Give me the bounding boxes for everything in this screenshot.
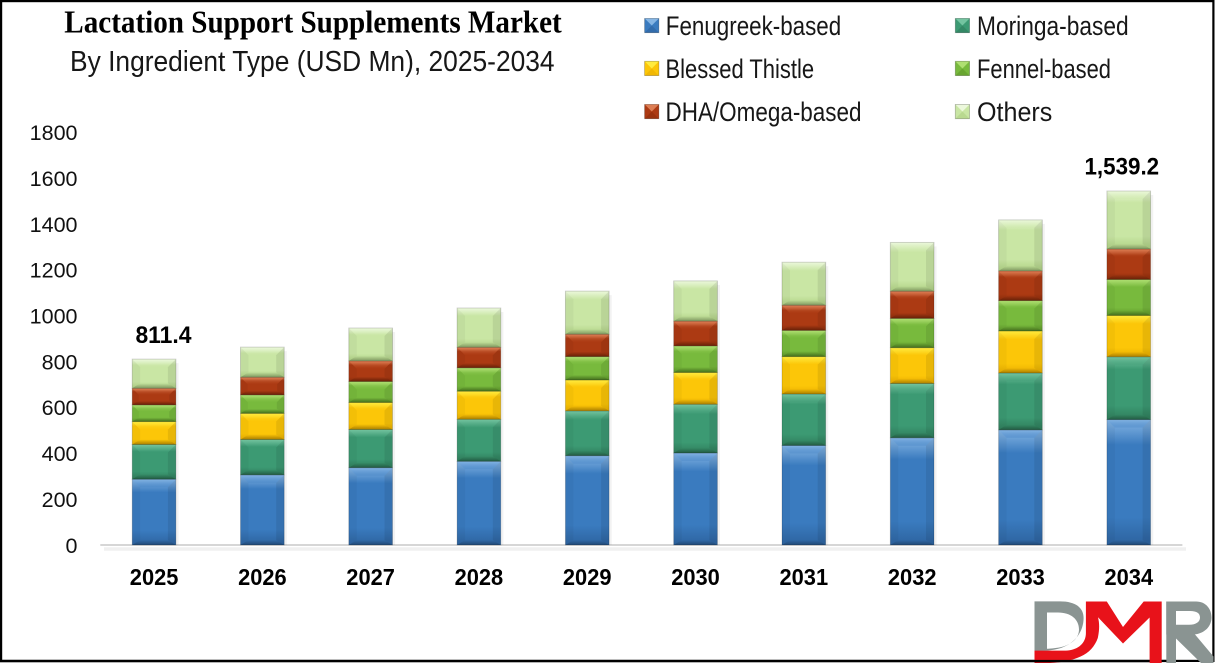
svg-text:1800: 1800 xyxy=(30,121,78,145)
svg-text:400: 400 xyxy=(42,442,78,466)
svg-text:2030: 2030 xyxy=(671,564,720,590)
svg-text:1600: 1600 xyxy=(30,167,78,191)
svg-text:2025: 2025 xyxy=(130,564,179,590)
svg-text:Fennel-based: Fennel-based xyxy=(977,54,1111,84)
svg-text:DHA/Omega-based: DHA/Omega-based xyxy=(666,97,862,127)
svg-text:1,539.2: 1,539.2 xyxy=(1085,153,1160,180)
svg-text:2032: 2032 xyxy=(888,564,937,590)
svg-text:1000: 1000 xyxy=(30,305,78,329)
svg-text:2034: 2034 xyxy=(1105,564,1154,590)
svg-text:2031: 2031 xyxy=(780,564,829,590)
svg-text:0: 0 xyxy=(66,534,78,558)
svg-text:2028: 2028 xyxy=(455,564,504,590)
svg-text:Blessed Thistle: Blessed Thistle xyxy=(666,54,815,84)
svg-text:Others: Others xyxy=(977,97,1052,127)
svg-text:1400: 1400 xyxy=(30,213,78,237)
svg-text:By Ingredient Type (USD Mn), 2: By Ingredient Type (USD Mn), 2025-2034 xyxy=(70,46,555,78)
svg-text:1200: 1200 xyxy=(30,259,78,283)
svg-text:2027: 2027 xyxy=(346,564,395,590)
svg-text:Fenugreek-based: Fenugreek-based xyxy=(666,11,841,41)
svg-text:800: 800 xyxy=(42,350,78,374)
svg-text:200: 200 xyxy=(42,488,78,512)
svg-text:2033: 2033 xyxy=(996,564,1045,590)
svg-text:Moringa-based: Moringa-based xyxy=(977,11,1129,41)
svg-text:811.4: 811.4 xyxy=(135,322,192,349)
svg-text:600: 600 xyxy=(42,396,78,420)
svg-text:2026: 2026 xyxy=(238,564,287,590)
svg-text:2029: 2029 xyxy=(563,564,612,590)
svg-text:Lactation Support Supplements: Lactation Support Supplements Market xyxy=(64,5,562,40)
